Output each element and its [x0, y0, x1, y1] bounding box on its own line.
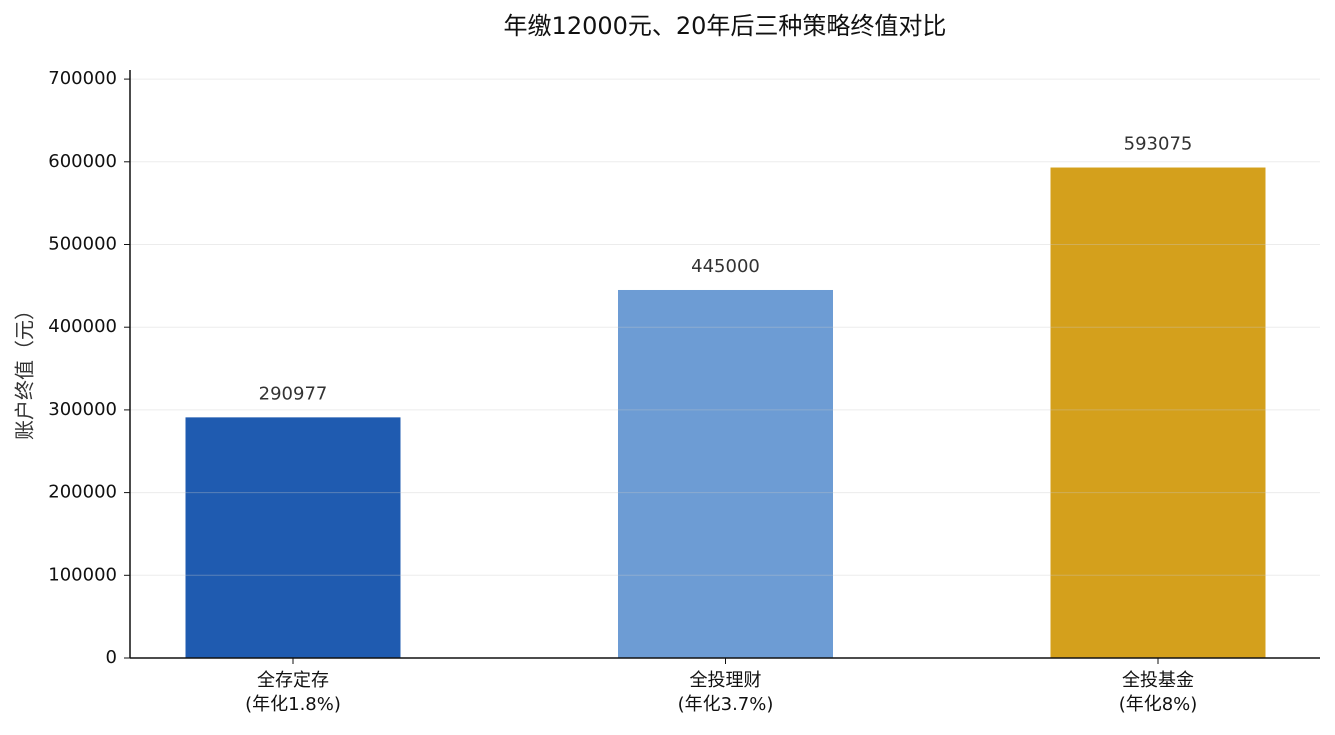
y-tick-label: 600000: [48, 151, 117, 172]
x-tick-label: 全存定存 (年化1.8%): [245, 670, 341, 715]
x-tick-label: 全投理财 (年化3.7%): [677, 670, 774, 715]
value-label: 445000: [691, 256, 760, 277]
bar: [1050, 167, 1266, 658]
y-tick-label: 500000: [48, 233, 117, 254]
y-tick-label: 100000: [48, 564, 117, 585]
bar: [618, 289, 833, 658]
chart-title: 年缴12000元、20年后三种策略终值对比: [504, 12, 947, 40]
y-tick-label: 200000: [48, 482, 117, 503]
value-label: 593075: [1124, 134, 1193, 155]
y-tick-label: 700000: [48, 68, 117, 89]
y-tick-label: 0: [106, 647, 117, 668]
y-tick-label: 400000: [48, 316, 117, 337]
y-axis-label: 账户终值（元）: [13, 300, 37, 440]
value-label: 290977: [259, 383, 328, 404]
x-tick-label: 全投基金 (年化8%): [1118, 670, 1198, 715]
bar: [185, 417, 401, 658]
y-tick-label: 300000: [48, 399, 117, 420]
